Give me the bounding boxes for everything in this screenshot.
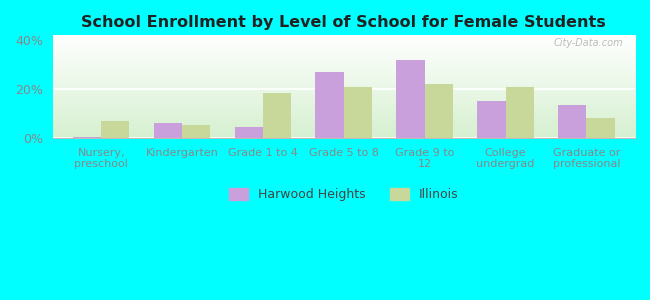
Bar [586, 118, 615, 138]
Bar [424, 84, 453, 138]
Bar [477, 101, 506, 138]
Title: School Enrollment by Level of School for Female Students: School Enrollment by Level of School for… [81, 15, 606, 30]
Bar [506, 87, 534, 138]
Bar [558, 105, 586, 138]
Bar [73, 137, 101, 138]
Bar [235, 127, 263, 138]
Bar [182, 124, 211, 138]
Bar [153, 123, 182, 138]
Bar [315, 72, 344, 138]
Legend: Harwood Heights, Illinois: Harwood Heights, Illinois [224, 183, 463, 206]
Bar [396, 60, 424, 138]
Bar [101, 121, 129, 138]
Text: City-Data.com: City-Data.com [554, 38, 623, 48]
Bar [263, 93, 291, 138]
Bar [344, 87, 372, 138]
